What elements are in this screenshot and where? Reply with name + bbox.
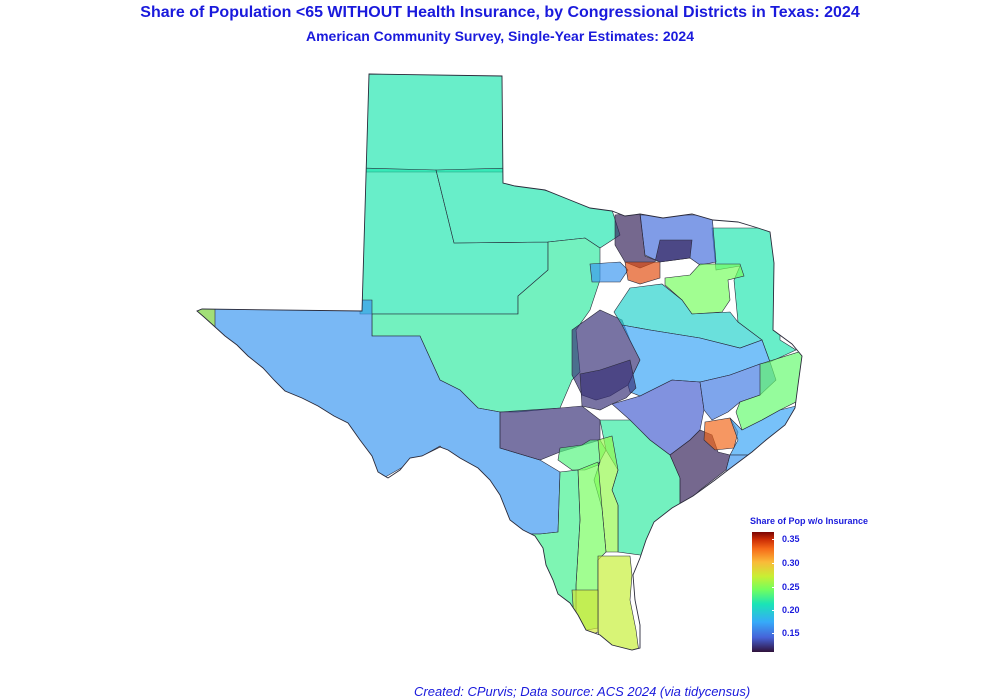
district-rio-grande-valley bbox=[597, 555, 641, 650]
texas-outline bbox=[196, 73, 803, 651]
district-el-paso-tip bbox=[197, 299, 216, 331]
district-east-piney bbox=[725, 454, 751, 473]
district-panhandle bbox=[359, 74, 511, 173]
legend-color-bar bbox=[752, 532, 774, 652]
district-dfw-core bbox=[624, 261, 661, 285]
legend-tick-025: 0.25 bbox=[772, 582, 800, 592]
chart-subtitle: American Community Survey, Single-Year E… bbox=[305, 28, 694, 44]
district-dfw-west bbox=[589, 261, 629, 283]
source-caption: Created: CPurvis; Data source: ACS 2024 … bbox=[414, 684, 751, 699]
legend-title: Share of Pop w/o Insurance bbox=[750, 516, 869, 526]
legend-tick-035: 0.35 bbox=[772, 534, 800, 544]
district-dfw-north bbox=[614, 211, 693, 269]
legend-tick-030: 0.30 bbox=[772, 558, 800, 568]
legend-tick-015: 0.15 bbox=[772, 628, 800, 638]
legend-tick-020: 0.20 bbox=[772, 605, 800, 615]
chart-title: Share of Population <65 WITHOUT Health I… bbox=[140, 4, 860, 21]
